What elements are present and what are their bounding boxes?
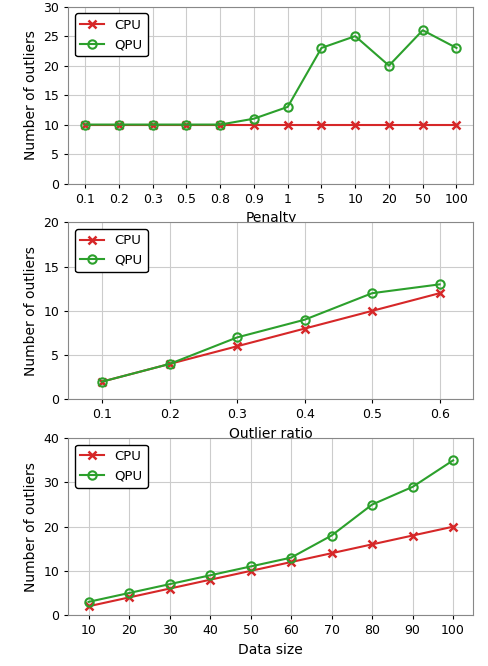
CPU [251,121,257,129]
CPU [99,378,105,386]
Legend: CPU, QPU: CPU, QPU [75,445,148,488]
CPU [82,121,88,129]
QPU [251,115,257,123]
QPU [420,26,426,34]
Text: (b) Effect of outlier ratio ($N = 20$, $\lambda = 1.0$): (b) Effect of outlier ratio ($N = 20$, $… [115,408,427,426]
Line: CPU: CPU [98,289,444,386]
QPU [369,501,375,509]
Text: (c) Effect of data size $N$ ($\lambda = 1.0$, outlier ratio $= 0.2$): (c) Effect of data size $N$ ($\lambda = … [74,626,468,644]
QPU [329,531,335,539]
CPU [386,121,392,129]
QPU [86,598,92,606]
CPU [234,342,240,350]
CPU [437,289,443,297]
CPU [319,121,325,129]
CPU [285,121,291,129]
CPU [116,121,122,129]
CPU [126,593,132,601]
QPU [126,589,132,597]
QPU [386,62,392,70]
Line: QPU: QPU [84,456,457,606]
QPU [167,580,173,588]
X-axis label: Data size: Data size [239,643,303,657]
QPU [453,44,459,52]
CPU [450,523,456,531]
Line: QPU: QPU [81,26,461,129]
X-axis label: Outlier ratio: Outlier ratio [229,427,313,441]
X-axis label: Penalty: Penalty [245,211,297,225]
Text: (a) Effect of penalty $\lambda$ ($N = 50$, outlier ratio $= 0.2$): (a) Effect of penalty $\lambda$ ($N = 50… [81,192,460,210]
CPU [410,531,416,539]
CPU [217,121,223,129]
CPU [86,602,92,610]
QPU [319,44,325,52]
QPU [150,121,156,129]
QPU [217,121,223,129]
CPU [453,121,459,129]
CPU [352,121,358,129]
CPU [302,324,307,332]
QPU [248,563,254,571]
Legend: CPU, QPU: CPU, QPU [75,13,148,57]
CPU [420,121,426,129]
QPU [369,289,375,297]
QPU [352,32,358,40]
QPU [288,553,294,561]
CPU [248,567,254,575]
Y-axis label: Number of outliers: Number of outliers [24,462,38,591]
Line: CPU: CPU [84,523,457,611]
CPU [288,558,294,566]
QPU [207,571,213,579]
CPU [167,360,173,368]
QPU [234,334,240,342]
QPU [437,280,443,288]
Line: QPU: QPU [98,280,444,386]
CPU [183,121,189,129]
QPU [183,121,189,129]
CPU [150,121,156,129]
Y-axis label: Number of outliers: Number of outliers [24,246,38,376]
QPU [410,483,416,491]
CPU [369,307,375,315]
QPU [167,360,173,368]
Legend: CPU, QPU: CPU, QPU [75,229,148,272]
CPU [329,549,335,557]
CPU [167,585,173,593]
QPU [82,121,88,129]
QPU [302,316,307,324]
QPU [116,121,122,129]
Line: CPU: CPU [81,121,461,129]
CPU [207,575,213,583]
QPU [99,378,105,386]
QPU [450,456,456,464]
Y-axis label: Number of outliers: Number of outliers [24,30,38,160]
CPU [369,540,375,548]
QPU [285,103,291,111]
